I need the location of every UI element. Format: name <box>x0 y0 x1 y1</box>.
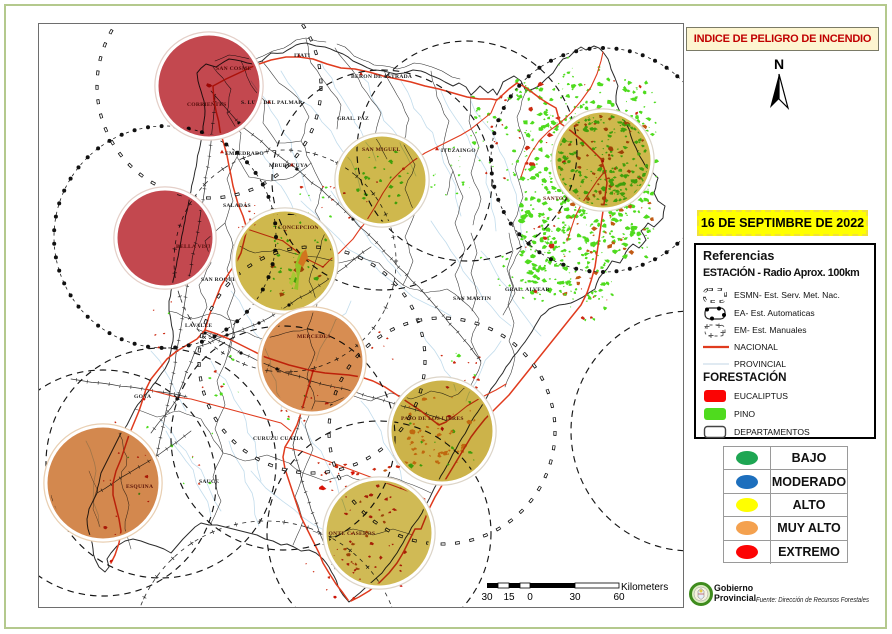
svg-text:Gobierno: Gobierno <box>714 583 754 593</box>
svg-text:30: 30 <box>569 592 581 603</box>
svg-text:15: 15 <box>503 592 515 603</box>
svg-text:SAN MARTIN: SAN MARTIN <box>453 296 491 302</box>
svg-text:SANTO T: SANTO T <box>543 196 569 202</box>
svg-text:60: 60 <box>613 592 625 603</box>
svg-text:EMPEDRADO: EMPEDRADO <box>225 151 264 157</box>
svg-text:SAN ROQUE: SAN ROQUE <box>201 277 236 283</box>
svg-text:GOYA: GOYA <box>134 394 151 400</box>
svg-text:N: N <box>774 56 784 72</box>
svg-text:Fuente: Dirección de Recursos: Fuente: Dirección de Recursos Forestales <box>756 595 869 604</box>
svg-text:GRAL. PAZ: GRAL. PAZ <box>337 116 369 122</box>
svg-text:ITUZAINGO: ITUZAINGO <box>441 148 476 154</box>
svg-text:S. LUIS DEL PALMAR: S. LUIS DEL PALMAR <box>241 100 303 106</box>
svg-text:Provincial: Provincial <box>714 593 756 603</box>
svg-text:Kilometers: Kilometers <box>621 582 668 593</box>
svg-text:SALADAS: SALADAS <box>223 203 251 209</box>
svg-text:MBURUCUYA: MBURUCUYA <box>269 163 308 169</box>
svg-text:0: 0 <box>527 592 533 603</box>
svg-text:BERON DE ASTRADA: BERON DE ASTRADA <box>351 74 412 80</box>
svg-text:30: 30 <box>481 592 493 603</box>
svg-text:SAUCE: SAUCE <box>199 479 219 485</box>
svg-text:LAVALLE: LAVALLE <box>185 323 212 329</box>
svg-text:GRAL. ALVEAR: GRAL. ALVEAR <box>505 287 550 293</box>
svg-text:CURUZU CUATIA: CURUZU CUATIA <box>253 436 303 442</box>
svg-text:ITATI: ITATI <box>294 53 310 59</box>
